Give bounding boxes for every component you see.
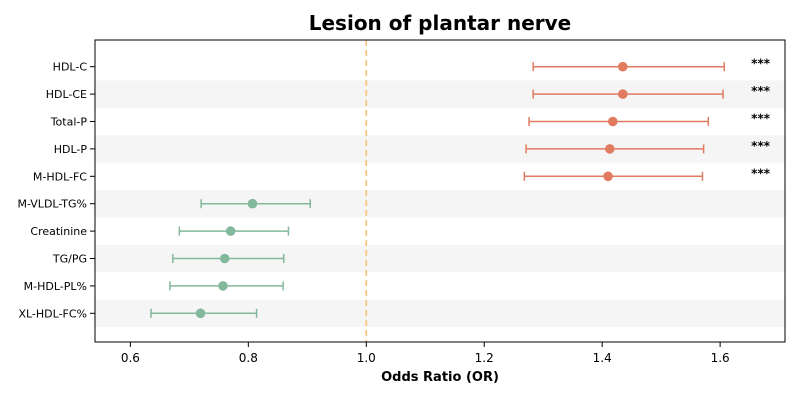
or-point [225,226,236,236]
x-tick-label: 1.0 [357,351,376,365]
row-label: Total-P [50,116,88,129]
or-point [195,308,206,319]
forest-row: HDL-P *** [54,139,771,156]
row-stripes [95,80,785,327]
significance-label: *** [751,112,771,126]
forest-row: HDL-C *** [53,57,771,74]
x-tick-label: 1.2 [475,351,494,365]
row-label: HDL-P [54,143,88,156]
row-label: M-HDL-FC [33,170,87,183]
or-point [618,89,628,99]
x-tick-label: 1.4 [593,351,612,365]
row-label: TG/PG [52,253,87,266]
or-point [603,171,613,182]
x-tick-label: 0.8 [239,351,258,365]
forest-row: XL-HDL-FC% [18,307,258,320]
forest-row: M-VLDL-TG% [17,198,312,211]
x-axis-label: Odds Ratio (OR) [381,370,499,385]
forest-row: M-HDL-FC *** [33,166,771,183]
or-point [218,281,228,291]
significance-label: *** [751,139,771,153]
significance-label: *** [751,84,771,98]
significance-label: *** [751,166,771,180]
forest-row: Total-P *** [50,112,771,129]
row-label: M-HDL-PL% [24,280,87,293]
significance-label: *** [751,57,771,71]
or-point [605,144,615,154]
forest-row: M-HDL-PL% [24,280,284,293]
forest-row: HDL-CE *** [46,84,771,101]
plot-frame [94,39,786,343]
or-point [618,61,628,72]
row-label: M-VLDL-TG% [17,198,87,211]
or-point [247,198,258,209]
row-label: HDL-C [53,61,88,74]
chart-title: Lesion of plantar nerve [309,11,571,35]
forest-row: Creatinine [30,225,290,238]
x-axis-ticks: 0.6 0.8 1.0 1.2 1.4 1.6 [121,342,730,365]
forest-row: TG/PG [52,253,285,266]
x-tick-label: 0.6 [121,351,140,365]
or-point [219,253,230,264]
or-point [607,116,618,127]
x-tick-label: 1.6 [711,351,730,365]
row-label: XL-HDL-FC% [18,307,87,320]
row-label: Creatinine [30,225,87,238]
row-stripe [95,190,785,218]
row-label: HDL-CE [46,88,87,101]
forest-rows: HDL-C ***HDL-CE ***Total-P ***HDL-P ***M-HDL… [17,57,770,321]
